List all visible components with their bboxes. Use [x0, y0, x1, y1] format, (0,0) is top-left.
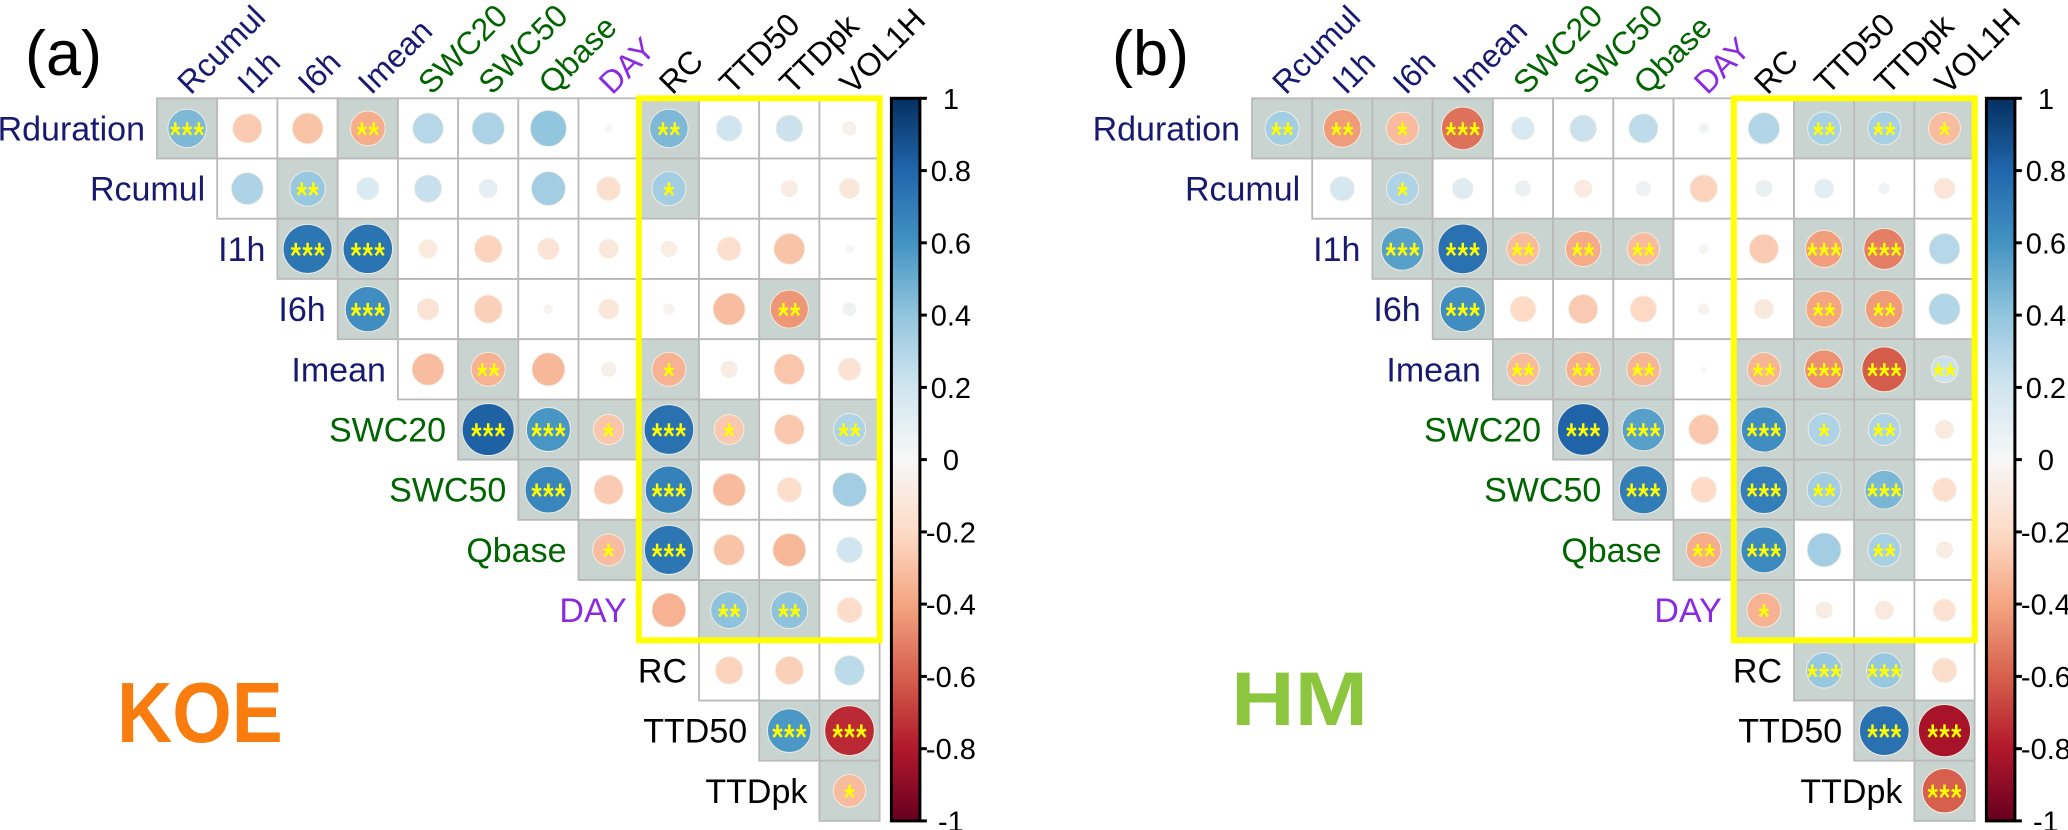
svg-text:0.8: 0.8: [931, 156, 971, 188]
svg-text:HM: HM: [1231, 657, 1368, 742]
svg-text:Rduration: Rduration: [0, 110, 145, 148]
svg-text:-0.8: -0.8: [926, 734, 976, 766]
svg-text:0.6: 0.6: [931, 228, 971, 260]
svg-text:I1h: I1h: [1313, 231, 1360, 269]
svg-text:0.4: 0.4: [2026, 301, 2066, 333]
svg-text:-0.4: -0.4: [2021, 590, 2068, 622]
svg-text:TTD50: TTD50: [1738, 713, 1842, 751]
svg-text:-1: -1: [2033, 806, 2059, 830]
svg-text:TTD50: TTD50: [643, 713, 747, 751]
svg-text:0.4: 0.4: [931, 301, 971, 333]
svg-text:(b): (b): [1112, 19, 1189, 89]
svg-text:0.2: 0.2: [2026, 373, 2066, 405]
svg-text:0: 0: [2038, 445, 2054, 477]
svg-text:-0.2: -0.2: [2021, 517, 2068, 549]
svg-text:DAY: DAY: [559, 592, 626, 630]
svg-text:-1: -1: [938, 806, 964, 830]
svg-text:RC: RC: [1733, 652, 1782, 690]
svg-text:KOE: KOE: [117, 666, 283, 761]
svg-text:Qbase: Qbase: [466, 532, 566, 570]
svg-text:(a): (a): [25, 19, 102, 89]
svg-text:-0.4: -0.4: [926, 590, 976, 622]
svg-text:TTDpk: TTDpk: [1800, 773, 1903, 811]
svg-text:Rcumul: Rcumul: [1185, 171, 1300, 209]
svg-text:0: 0: [943, 445, 959, 477]
svg-text:Imean: Imean: [1386, 351, 1481, 389]
svg-text:SWC20: SWC20: [1424, 412, 1541, 450]
svg-text:0.2: 0.2: [931, 373, 971, 405]
svg-text:DAY: DAY: [1654, 592, 1721, 630]
svg-text:-0.2: -0.2: [926, 517, 976, 549]
svg-text:-0.8: -0.8: [2021, 734, 2068, 766]
svg-text:1: 1: [2038, 84, 2054, 116]
svg-text:I1h: I1h: [218, 231, 265, 269]
svg-text:SWC50: SWC50: [389, 472, 506, 510]
svg-text:-0.6: -0.6: [926, 662, 976, 694]
svg-text:Qbase: Qbase: [1561, 532, 1661, 570]
svg-text:TTDpk: TTDpk: [705, 773, 808, 811]
svg-text:I6h: I6h: [1373, 291, 1420, 329]
svg-text:RC: RC: [638, 652, 687, 690]
svg-text:-0.6: -0.6: [2021, 662, 2068, 694]
svg-text:Rcumul: Rcumul: [90, 171, 205, 209]
svg-text:Imean: Imean: [291, 351, 386, 389]
svg-text:Rduration: Rduration: [1093, 110, 1240, 148]
svg-text:1: 1: [943, 84, 959, 116]
svg-text:0.6: 0.6: [2026, 228, 2066, 260]
svg-text:SWC20: SWC20: [329, 412, 446, 450]
svg-text:SWC50: SWC50: [1484, 472, 1601, 510]
svg-text:0.8: 0.8: [2026, 156, 2066, 188]
svg-text:I6h: I6h: [278, 291, 325, 329]
